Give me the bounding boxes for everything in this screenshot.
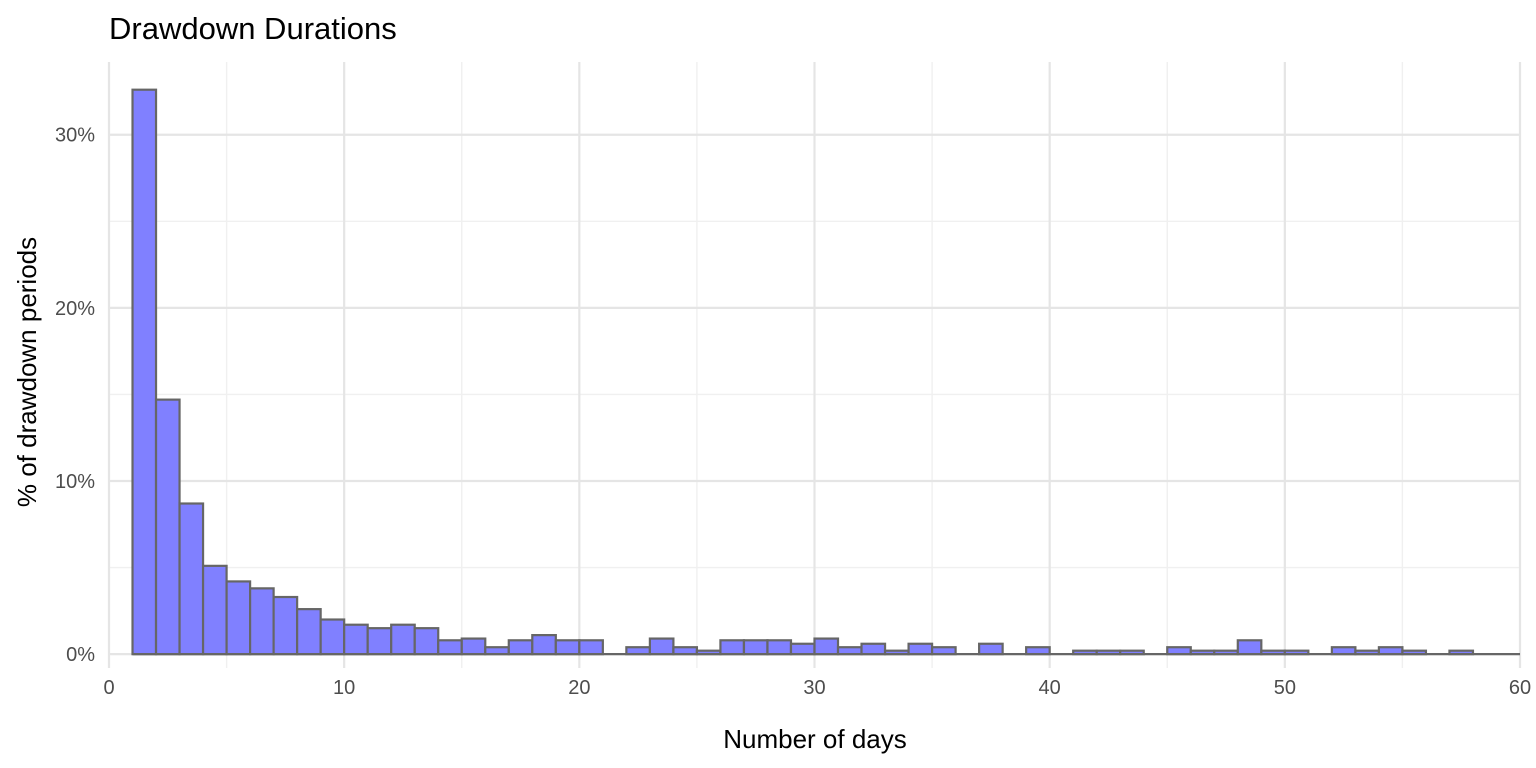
chart-title: Drawdown Durations bbox=[109, 11, 397, 46]
histogram-bar bbox=[813, 637, 840, 656]
histogram-bar bbox=[201, 564, 228, 656]
histogram-bar bbox=[766, 639, 793, 656]
histogram-bar bbox=[578, 639, 604, 656]
x-tick-label: 30 bbox=[803, 677, 825, 699]
histogram-bar bbox=[437, 639, 463, 656]
y-tick-label: 0% bbox=[66, 644, 95, 666]
histogram-bar bbox=[1236, 639, 1263, 656]
histogram-bar bbox=[319, 618, 346, 656]
histogram-bar bbox=[366, 627, 393, 656]
histogram-bar bbox=[907, 642, 934, 656]
histogram-bar bbox=[531, 634, 557, 656]
histogram-bar bbox=[507, 639, 534, 656]
gridlines bbox=[107, 62, 1522, 668]
x-tick-label: 10 bbox=[333, 677, 355, 699]
histogram-bar bbox=[742, 639, 769, 656]
histogram-bar bbox=[154, 398, 181, 656]
histogram-bar bbox=[343, 623, 369, 656]
y-tick-label: 10% bbox=[55, 471, 95, 493]
histogram-bar bbox=[390, 623, 416, 656]
x-axis-title: Number of days bbox=[723, 724, 907, 754]
histogram-bar bbox=[648, 637, 675, 656]
x-tick-label: 50 bbox=[1274, 677, 1296, 699]
y-tick-label: 20% bbox=[55, 298, 95, 320]
histogram-bar bbox=[789, 642, 816, 656]
histogram-bar bbox=[413, 627, 440, 656]
x-axis-ticks: 0 10 20 30 40 50 60 bbox=[103, 677, 1531, 699]
histogram-bar bbox=[178, 502, 205, 656]
histogram-bar bbox=[460, 637, 487, 656]
histogram-bar bbox=[554, 639, 581, 656]
histogram-bar bbox=[296, 608, 322, 656]
x-tick-label: 0 bbox=[103, 677, 114, 699]
histogram-bar bbox=[978, 642, 1004, 656]
histogram-bar bbox=[131, 88, 158, 656]
x-tick-label: 40 bbox=[1039, 677, 1061, 699]
histogram-bar bbox=[272, 595, 299, 656]
histogram-bar bbox=[719, 639, 746, 656]
y-tick-label: 30% bbox=[55, 125, 95, 147]
histogram-bar bbox=[249, 587, 275, 656]
histogram-bar bbox=[225, 580, 252, 656]
histogram-bar bbox=[860, 642, 887, 656]
bars bbox=[131, 88, 1475, 656]
x-tick-label: 60 bbox=[1509, 677, 1531, 699]
y-axis-title: % of drawdown periods bbox=[12, 237, 42, 507]
x-tick-label: 20 bbox=[568, 677, 590, 699]
y-axis-ticks: 0% 10% 20% 30% bbox=[55, 125, 95, 666]
